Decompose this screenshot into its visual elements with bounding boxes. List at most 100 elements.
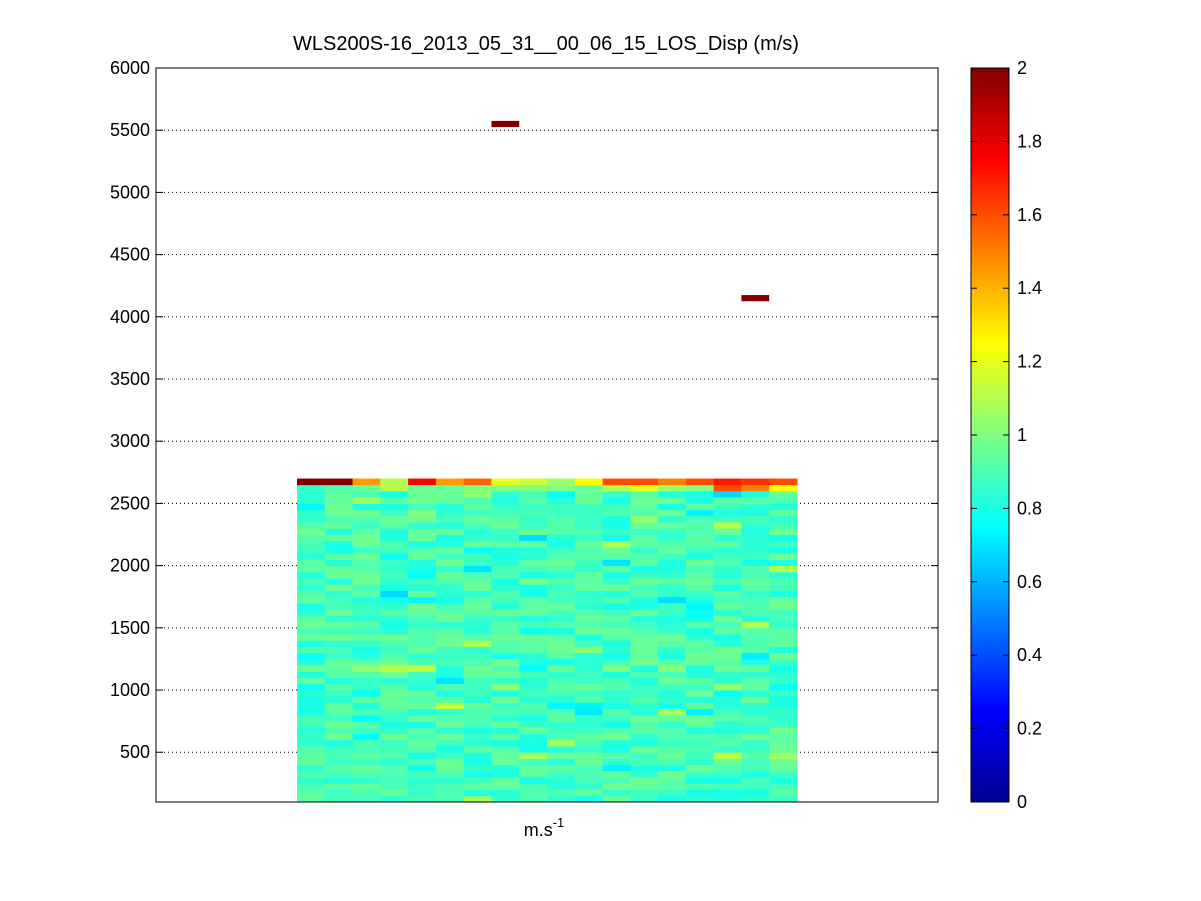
heatmap-cell (769, 671, 798, 678)
heatmap-cell (297, 515, 326, 523)
heatmap-cell (713, 553, 743, 560)
heatmap-cell (352, 621, 381, 629)
heatmap-cell (324, 528, 354, 535)
heatmap-cell (574, 615, 604, 623)
heatmap-cell (547, 602, 576, 610)
heatmap-cell (297, 584, 326, 591)
heatmap-cell (741, 484, 770, 492)
heatmap-cell (602, 777, 631, 784)
heatmap-cell (297, 634, 326, 641)
heatmap-cell (713, 515, 743, 523)
heatmap-cell (519, 621, 548, 629)
heatmap-cell (408, 528, 437, 535)
plot-frame (155, 67, 939, 803)
heatmap-cell (352, 584, 381, 591)
heatmap-cell (435, 696, 465, 703)
heatmap-cell (324, 770, 354, 778)
heatmap-cell (630, 590, 659, 598)
heatmap-cell (463, 702, 493, 710)
heatmap-cell (297, 646, 326, 654)
heatmap-cell (547, 646, 576, 654)
heatmap-cell (713, 677, 743, 685)
heatmap-cell (297, 702, 326, 710)
heatmap-cell (658, 596, 687, 604)
heatmap-cell (741, 640, 770, 647)
heatmap-cell (435, 596, 465, 604)
heatmap-cell (602, 571, 631, 579)
heatmap-cell (352, 752, 381, 759)
heatmap-cell (435, 515, 465, 523)
heatmap-cell (463, 795, 493, 802)
heatmap-cell (713, 559, 743, 567)
heatmap-cell (491, 789, 520, 797)
heatmap-cell (547, 727, 576, 734)
heatmap-cell (380, 752, 409, 759)
heatmap-cell (658, 702, 687, 710)
heatmap-cell (741, 528, 770, 535)
heatmap-cell (352, 478, 381, 486)
heatmap-cell (380, 546, 409, 554)
heatmap-cell (630, 752, 659, 759)
heatmap-cell (435, 795, 465, 802)
heatmap-cell (519, 490, 548, 498)
heatmap-cell (491, 621, 520, 629)
heatmap-cell (491, 777, 520, 784)
heatmap-cell (297, 789, 326, 797)
heatmap-cell (435, 571, 465, 579)
heatmap-cell (463, 602, 493, 610)
heatmap-cell (574, 553, 604, 560)
isolated-heatmap-cell (491, 120, 520, 128)
heatmap-cell (602, 546, 631, 554)
heatmap-cell (685, 621, 715, 629)
heatmap-cell (519, 634, 548, 641)
heatmap-cell (630, 596, 659, 604)
heatmap-cell (574, 590, 604, 598)
heatmap-cell (435, 540, 465, 548)
heatmap-cell (685, 764, 715, 772)
heatmap-cell (519, 739, 548, 747)
heatmap-cell (380, 764, 409, 772)
heatmap-cell (547, 553, 576, 560)
heatmap-cell (463, 752, 493, 759)
heatmap-cell (602, 746, 631, 753)
heatmap-cell (658, 789, 687, 797)
heatmap-cell (463, 484, 493, 492)
heatmap-cell (463, 789, 493, 797)
heatmap-cell (574, 484, 604, 492)
heatmap-cell (602, 478, 631, 486)
heatmap-cell (685, 702, 715, 710)
heatmap-cell (685, 683, 715, 691)
heatmap-cell (630, 478, 659, 486)
y-tick-label: 2000 (110, 556, 150, 576)
heatmap-cell (769, 509, 798, 517)
heatmap-cell (380, 490, 409, 498)
heatmap-cell (713, 777, 743, 784)
heatmap-cell (324, 714, 354, 722)
heatmap-cell (408, 702, 437, 710)
y-tick-label: 6000 (110, 58, 150, 78)
heatmap-cell (713, 727, 743, 734)
heatmap-cell (491, 584, 520, 591)
heatmap-cell (574, 627, 604, 635)
heatmap-cell (463, 646, 493, 654)
heatmap-cell (547, 665, 576, 672)
heatmap-cell (352, 522, 381, 529)
heatmap-cell (519, 764, 548, 772)
heatmap-cell (547, 696, 576, 703)
heatmap-cell (380, 559, 409, 567)
heatmap-cell (547, 522, 576, 529)
heatmap-cell (491, 665, 520, 672)
heatmap-cell (324, 559, 354, 567)
heatmap-cell (435, 677, 465, 685)
heatmap-cell (408, 677, 437, 685)
heatmap-cell (408, 553, 437, 560)
heatmap-cell (324, 515, 354, 523)
heatmap-cell (658, 546, 687, 554)
heatmap-cell (769, 634, 798, 641)
heatmap-cell (602, 677, 631, 685)
heatmap-cell (574, 721, 604, 728)
heatmap-cell (630, 739, 659, 747)
heatmap-cell (685, 515, 715, 523)
heatmap-cell (630, 621, 659, 629)
